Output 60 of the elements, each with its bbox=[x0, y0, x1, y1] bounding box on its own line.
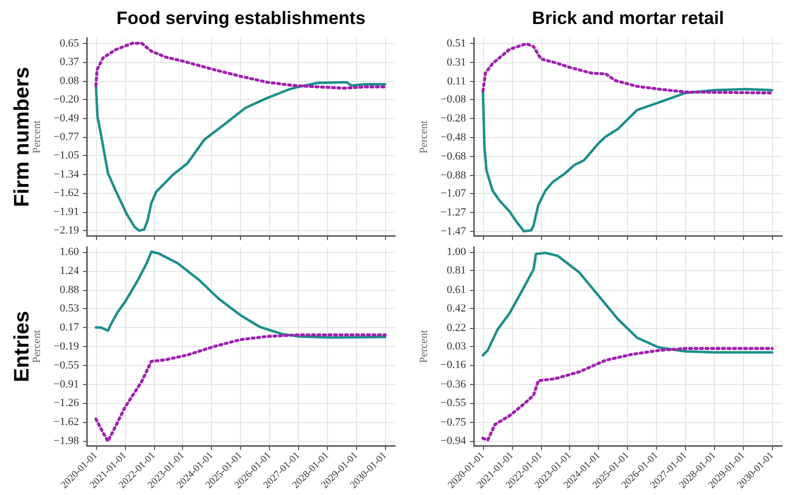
line-series bbox=[94, 250, 386, 339]
y-tick-label: −1.47 bbox=[440, 225, 466, 238]
y-tick-label: −1.26 bbox=[54, 397, 80, 410]
y-tick-label: −1.34 bbox=[54, 168, 80, 181]
line-series bbox=[94, 42, 387, 90]
y-tick-label: 0.61 bbox=[446, 284, 466, 296]
y-tick-label: −1.62 bbox=[54, 416, 79, 428]
y-axis-title: Percent bbox=[418, 120, 430, 154]
y-tick-label: −0.48 bbox=[440, 131, 466, 144]
y-tick-label: 0.17 bbox=[60, 321, 80, 334]
y-tick-label: 0.42 bbox=[446, 302, 466, 314]
y-tick-label: −0.94 bbox=[440, 435, 466, 448]
y-tick-label: 1.00 bbox=[446, 246, 466, 258]
y-tick-label: 0.37 bbox=[60, 56, 80, 68]
y-tick-label: −0.88 bbox=[440, 169, 466, 182]
y-tick-label: −0.55 bbox=[54, 360, 80, 372]
y-tick-label: −1.07 bbox=[440, 187, 466, 200]
y-tick-label: −0.68 bbox=[440, 150, 466, 162]
y-tick-label: 0.81 bbox=[446, 264, 466, 276]
y-tick-label: 0.51 bbox=[446, 38, 466, 50]
y-tick-label: −2.19 bbox=[54, 224, 80, 237]
line-series bbox=[94, 333, 387, 443]
y-tick-label: −1.27 bbox=[440, 206, 466, 218]
y-axis-title: Percent bbox=[418, 330, 430, 363]
y-tick-label: −0.91 bbox=[54, 378, 79, 391]
y-tick-label: 1.60 bbox=[60, 246, 80, 258]
y-tick-label: −0.16 bbox=[440, 359, 466, 372]
line-series bbox=[94, 80, 386, 232]
y-tick-label: −0.55 bbox=[440, 397, 466, 410]
y-tick-label: 0.53 bbox=[60, 302, 80, 314]
y-tick-label: 1.24 bbox=[60, 264, 80, 277]
y-axis-title: Percent bbox=[31, 330, 44, 363]
y-tick-label: −0.75 bbox=[440, 416, 466, 429]
y-axis-title: Percent bbox=[31, 120, 44, 154]
y-tick-label: −1.62 bbox=[54, 187, 79, 200]
y-tick-label: −0.08 bbox=[440, 94, 466, 106]
y-tick-label: −0.77 bbox=[54, 131, 80, 143]
y-tick-label: −0.20 bbox=[54, 93, 80, 106]
y-tick-label: 0.22 bbox=[446, 322, 466, 334]
y-tick-label: −0.36 bbox=[440, 378, 466, 391]
line-series bbox=[482, 88, 774, 233]
chart-title: Brick and mortar retail bbox=[532, 8, 724, 28]
line-series bbox=[481, 346, 774, 442]
y-tick-label: 0.08 bbox=[60, 74, 80, 87]
text: Firm numbers bbox=[10, 66, 34, 208]
y-tick-label: 0.65 bbox=[60, 37, 80, 50]
text: Entries bbox=[10, 310, 34, 382]
y-tick-label: −0.19 bbox=[54, 340, 80, 352]
y-tick-label: −1.91 bbox=[54, 206, 79, 218]
line-series bbox=[481, 42, 774, 94]
y-tick-label: −0.49 bbox=[54, 112, 80, 125]
chart-title: Food serving establishments bbox=[116, 8, 366, 28]
y-tick-label: 0.88 bbox=[60, 284, 80, 296]
y-tick-label: 0.11 bbox=[447, 76, 466, 88]
y-tick-label: 0.03 bbox=[446, 340, 466, 352]
y-tick-label: 0.31 bbox=[446, 56, 466, 69]
y-tick-label: −0.28 bbox=[440, 112, 466, 125]
line-series bbox=[482, 252, 774, 357]
y-tick-label: −1.05 bbox=[54, 149, 80, 162]
y-tick-label: −1.98 bbox=[54, 435, 80, 448]
